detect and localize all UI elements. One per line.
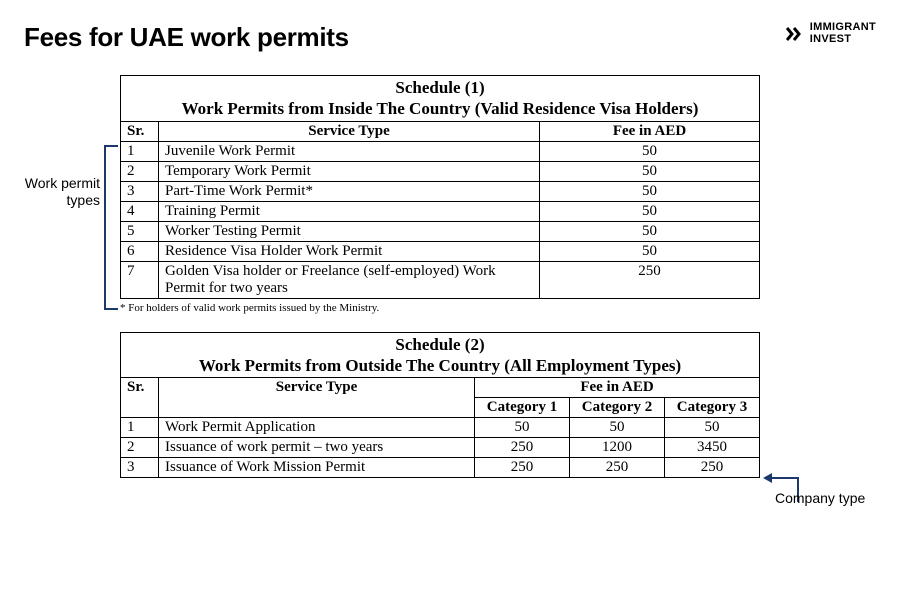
page-title: Fees for UAE work permits	[24, 22, 349, 53]
brand-line1: IMMIGRANT	[810, 22, 876, 34]
schedule1-heading1: Schedule (1)	[395, 78, 484, 97]
table-row: 3Part-Time Work Permit*50	[121, 181, 760, 201]
cell-fee: 50	[540, 201, 760, 221]
cell-service: Issuance of work permit – two years	[159, 438, 475, 458]
cell-c3: 250	[665, 458, 760, 478]
col2-fee: Fee in AED	[475, 378, 760, 398]
cell-c1: 50	[475, 418, 570, 438]
cell-sr: 2	[121, 161, 159, 181]
cell-service: Residence Visa Holder Work Permit	[159, 241, 540, 261]
cell-sr: 2	[121, 438, 159, 458]
cell-sr: 5	[121, 221, 159, 241]
cell-c2: 250	[570, 458, 665, 478]
table-row: 3Issuance of Work Mission Permit25025025…	[121, 458, 760, 478]
cell-sr: 7	[121, 261, 159, 298]
table-row: 5Worker Testing Permit50	[121, 221, 760, 241]
cell-fee: 250	[540, 261, 760, 298]
cell-service: Temporary Work Permit	[159, 161, 540, 181]
col-service: Service Type	[159, 121, 540, 141]
cell-c1: 250	[475, 438, 570, 458]
cell-service: Training Permit	[159, 201, 540, 221]
cell-fee: 50	[540, 221, 760, 241]
cell-fee: 50	[540, 141, 760, 161]
schedule1-table: Schedule (1) Work Permits from Inside Th…	[120, 75, 760, 299]
annotation-company-type: Company type	[775, 490, 885, 507]
schedule1-footnote: * For holders of valid work permits issu…	[120, 302, 760, 314]
table-row: 2Issuance of work permit – two years2501…	[121, 438, 760, 458]
cell-sr: 3	[121, 458, 159, 478]
table-row: 1Juvenile Work Permit50	[121, 141, 760, 161]
col2-service: Service Type	[159, 378, 475, 418]
cell-c2: 50	[570, 418, 665, 438]
cell-fee: 50	[540, 241, 760, 261]
cell-sr: 1	[121, 141, 159, 161]
col2-cat1: Category 1	[475, 398, 570, 418]
col-fee: Fee in AED	[540, 121, 760, 141]
cell-c1: 250	[475, 458, 570, 478]
cell-c3: 3450	[665, 438, 760, 458]
cell-fee: 50	[540, 161, 760, 181]
schedule1-heading2: Work Permits from Inside The Country (Va…	[182, 99, 699, 118]
cell-service: Issuance of Work Mission Permit	[159, 458, 475, 478]
schedule2-heading1: Schedule (2)	[395, 335, 484, 354]
cell-c2: 1200	[570, 438, 665, 458]
schedule2-heading2: Work Permits from Outside The Country (A…	[199, 356, 681, 375]
tables-container: Schedule (1) Work Permits from Inside Th…	[120, 75, 760, 478]
col2-sr: Sr.	[121, 378, 159, 418]
cell-sr: 3	[121, 181, 159, 201]
cell-service: Work Permit Application	[159, 418, 475, 438]
cell-fee: 50	[540, 181, 760, 201]
cell-service: Worker Testing Permit	[159, 221, 540, 241]
annotation-permit-types: Work permit types	[18, 175, 100, 209]
table-row: 2Temporary Work Permit50	[121, 161, 760, 181]
cell-service: Juvenile Work Permit	[159, 141, 540, 161]
col2-cat3: Category 3	[665, 398, 760, 418]
table-row: 6Residence Visa Holder Work Permit50	[121, 241, 760, 261]
cell-service: Golden Visa holder or Freelance (self-em…	[159, 261, 540, 298]
cell-sr: 6	[121, 241, 159, 261]
brand-logo: IMMIGRANT INVEST	[786, 22, 876, 45]
schedule2-table: Schedule (2) Work Permits from Outside T…	[120, 332, 760, 479]
col-sr: Sr.	[121, 121, 159, 141]
table-row: 4Training Permit50	[121, 201, 760, 221]
brand-line2: INVEST	[810, 34, 876, 46]
col2-cat2: Category 2	[570, 398, 665, 418]
cell-service: Part-Time Work Permit*	[159, 181, 540, 201]
cell-sr: 4	[121, 201, 159, 221]
bracket-left	[104, 145, 118, 310]
cell-sr: 1	[121, 418, 159, 438]
table-row: 1Work Permit Application505050	[121, 418, 760, 438]
cell-c3: 50	[665, 418, 760, 438]
table-row: 7Golden Visa holder or Freelance (self-e…	[121, 261, 760, 298]
chevrons-right-icon	[786, 26, 804, 42]
